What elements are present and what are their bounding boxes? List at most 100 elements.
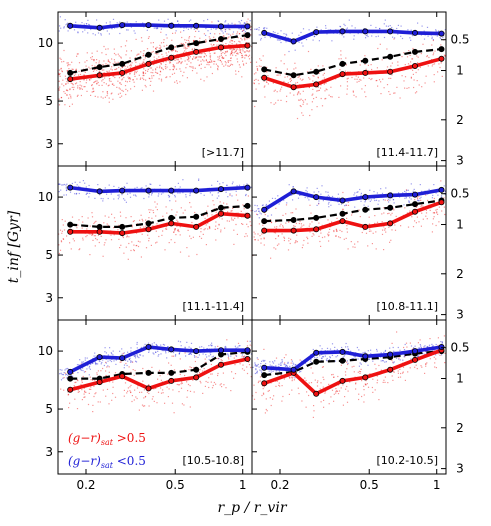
scatter-dot-red	[248, 37, 250, 39]
scatter-dot-red	[265, 71, 267, 73]
scatter-dot-red	[92, 411, 94, 413]
scatter-dot-red	[247, 226, 249, 228]
scatter-dot-red	[84, 86, 86, 88]
scatter-dot-red	[145, 86, 147, 88]
scatter-dot-red	[371, 386, 373, 389]
scatter-dot-blue	[226, 184, 228, 186]
scatter-dot-blue	[61, 369, 63, 371]
scatter-dot-red	[147, 37, 150, 39]
scatter-dot-blue	[366, 34, 368, 36]
scatter-dot-blue	[225, 347, 227, 349]
scatter-dot-blue	[177, 182, 179, 184]
scatter-dot-blue	[123, 186, 126, 188]
scatter-dot-red	[194, 57, 196, 60]
scatter-dot-blue	[206, 348, 208, 350]
series-point-red	[67, 228, 74, 235]
scatter-dot-blue	[419, 344, 421, 346]
scatter-dot-blue	[441, 196, 443, 198]
scatter-dot-red	[391, 375, 393, 377]
scatter-dot-red	[144, 72, 147, 74]
scatter-dot-red	[61, 232, 63, 234]
scatter-dot-blue	[79, 181, 81, 183]
scatter-dot-red	[76, 379, 78, 381]
scatter-dot-blue	[417, 355, 419, 357]
scatter-dot-red	[223, 384, 225, 386]
series-point-red	[362, 374, 369, 381]
scatter-dot-red	[84, 390, 86, 392]
scatter-dot-red	[138, 74, 140, 76]
scatter-dot-red	[313, 234, 315, 236]
scatter-dot-red	[94, 95, 96, 97]
scatter-dot-blue	[198, 178, 200, 180]
scatter-dot-blue	[405, 191, 407, 193]
scatter-dot-red	[105, 63, 107, 65]
scatter-dot-blue	[203, 194, 205, 196]
scatter-dot-red	[417, 198, 419, 200]
scatter-dot-red	[364, 91, 366, 93]
scatter-dot-blue	[243, 356, 245, 358]
scatter-dot-red	[276, 74, 278, 76]
scatter-dot-red	[144, 57, 146, 59]
scatter-dot-red	[128, 366, 130, 368]
scatter-dot-blue	[285, 364, 287, 366]
scatter-dot-red	[212, 384, 214, 387]
scatter-dot-blue	[225, 347, 227, 349]
scatter-dot-blue	[440, 195, 443, 197]
scatter-dot-red	[130, 371, 132, 373]
scatter-dot-blue	[432, 194, 434, 196]
scatter-dot-blue	[107, 197, 109, 200]
scatter-dot-red	[187, 58, 189, 60]
scatter-dot-red	[238, 70, 240, 73]
scatter-dot-blue	[384, 19, 386, 21]
scatter-dot-blue	[94, 352, 96, 354]
scatter-dot-blue	[243, 22, 245, 24]
scatter-dot-red	[204, 385, 206, 387]
series-line-red	[263, 56, 442, 89]
scatter-dot-red	[236, 52, 238, 55]
scatter-dot-red	[221, 63, 223, 65]
scatter-dot-blue	[188, 353, 190, 355]
scatter-dot-red	[230, 52, 233, 55]
scatter-dot-red	[230, 52, 232, 54]
scatter-dot-red	[164, 249, 166, 251]
scatter-dot-red	[222, 52, 224, 54]
scatter-dot-blue	[257, 363, 259, 366]
scatter-dot-red	[218, 57, 220, 59]
scatter-dot-red	[265, 398, 267, 400]
scatter-dot-red	[436, 212, 438, 214]
scatter-dot-red	[145, 225, 147, 227]
scatter-dot-blue	[256, 371, 258, 373]
scatter-dot-blue	[293, 363, 295, 365]
scatter-dot-red	[72, 68, 74, 70]
scatter-dot-red	[202, 59, 204, 61]
scatter-dot-red	[241, 57, 243, 59]
scatter-dot-blue	[294, 49, 296, 51]
series-line-red	[70, 211, 248, 235]
scatter-dot-red	[218, 44, 220, 46]
scatter-dot-red	[140, 37, 143, 39]
scatter-dot-red	[188, 46, 190, 48]
scatter-dot-blue	[438, 30, 440, 32]
scatter-dot-red	[196, 373, 198, 375]
scatter-dot-red	[392, 207, 394, 210]
scatter-dot-blue	[426, 346, 429, 348]
scatter-dot-red	[114, 61, 116, 63]
scatter-dot-red	[431, 65, 433, 67]
scatter-dot-red	[92, 379, 94, 381]
scatter-dot-red	[221, 41, 223, 43]
scatter-dot-red	[70, 82, 72, 84]
scatter-dot-blue	[152, 352, 154, 354]
scatter-dot-blue	[380, 188, 382, 190]
scatter-dot-red	[110, 68, 112, 70]
scatter-dot-red	[351, 214, 353, 216]
scatter-dot-red	[167, 373, 169, 375]
scatter-dot-red	[345, 374, 347, 376]
scatter-dot-red	[346, 217, 348, 219]
scatter-dot-red	[117, 61, 119, 63]
scatter-dot-blue	[300, 31, 302, 34]
scatter-dot-red	[214, 33, 216, 35]
series-point-median	[217, 36, 224, 43]
scatter-dot-red	[203, 229, 205, 231]
scatter-dot-blue	[324, 355, 326, 357]
scatter-dot-blue	[254, 372, 256, 375]
